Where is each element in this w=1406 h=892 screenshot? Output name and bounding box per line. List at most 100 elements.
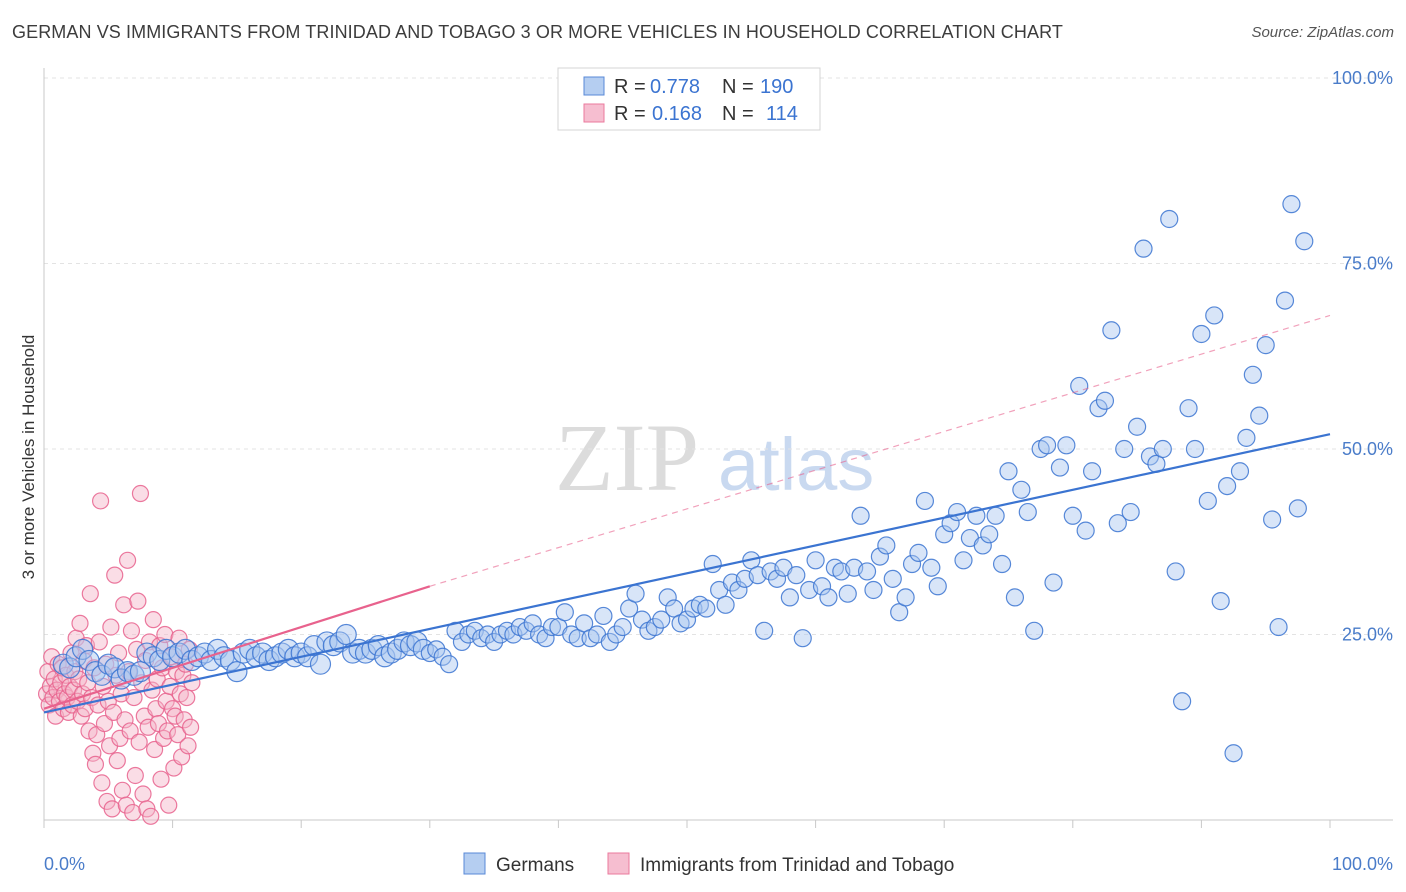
trinidad-point-84 xyxy=(145,740,164,759)
germans-point-131 xyxy=(896,588,915,607)
germans-point-188 xyxy=(1263,510,1282,529)
trinidad-point-100 xyxy=(166,707,184,725)
germans-point-103 xyxy=(716,595,735,614)
bottom-legend-trinidad: Immigrants from Trinidad and Tobago xyxy=(640,855,954,876)
germans-point-147 xyxy=(999,462,1018,481)
germans-trend-line xyxy=(43,433,1331,714)
germans-point-176 xyxy=(1185,439,1205,459)
trinidad-point-75 xyxy=(134,785,152,803)
legend-swatch-trinidad xyxy=(583,103,605,123)
germans-point-151 xyxy=(1025,621,1044,640)
germans-point-135 xyxy=(922,558,941,577)
germans-point-182 xyxy=(1224,744,1243,763)
trinidad-point-81 xyxy=(142,807,160,825)
watermark-atlas: atlas xyxy=(718,423,874,506)
germans-point-0 xyxy=(52,653,74,675)
germans-point-156 xyxy=(1057,436,1076,455)
x-tick-label-min: 0.0% xyxy=(44,854,85,874)
germans-point-153 xyxy=(1037,436,1057,455)
trinidad-point-21 xyxy=(64,681,83,699)
germans-point-100 xyxy=(697,599,716,618)
trinidad-point-95 xyxy=(160,796,178,814)
germans-point-174 xyxy=(1173,692,1192,711)
bottom-legend-germans: Germans xyxy=(496,855,574,876)
bottom-legend-swatch-trinidad xyxy=(607,852,630,875)
germans-point-3 xyxy=(71,638,94,660)
trinidad-point-110 xyxy=(179,737,197,755)
chart-title: GERMAN VS IMMIGRANTS FROM TRINIDAD AND T… xyxy=(12,22,1063,42)
trinidad-point-73 xyxy=(131,484,150,503)
germans-point-115 xyxy=(793,629,812,648)
germans-point-87 xyxy=(613,617,632,637)
trinidad-point-53 xyxy=(106,566,124,584)
germans-point-148 xyxy=(1005,588,1025,607)
germans-point-177 xyxy=(1192,324,1211,344)
germans-point-118 xyxy=(812,577,832,596)
germans-point-114 xyxy=(787,566,806,585)
germans-point-11 xyxy=(123,664,145,686)
correlation-legend: R = 0.778 N = 190 R = 0.168 N = 114 xyxy=(557,67,821,131)
germans-point-113 xyxy=(780,588,799,607)
trend-lines xyxy=(43,314,1331,714)
germans-point-94 xyxy=(658,588,677,607)
legend-r-label-1: R = xyxy=(614,76,646,98)
germans-point-58 xyxy=(427,640,446,659)
watermark-zip: ZIP xyxy=(555,404,699,511)
germans-point-132 xyxy=(902,554,922,574)
germans-point-181 xyxy=(1218,477,1237,496)
trinidad-point-94 xyxy=(158,722,177,740)
series-germans-points xyxy=(52,195,1314,763)
trinidad-point-55 xyxy=(108,752,126,770)
trinidad-point-36 xyxy=(84,744,102,762)
germans-point-149 xyxy=(1012,480,1031,499)
trinidad-point-43 xyxy=(93,774,111,792)
trinidad-point-112 xyxy=(182,718,200,736)
germans-point-119 xyxy=(819,588,838,607)
germans-point-54 xyxy=(399,635,422,657)
germans-point-143 xyxy=(973,536,992,555)
germans-point-171 xyxy=(1153,439,1172,459)
germans-point-160 xyxy=(1082,462,1102,481)
trinidad-point-59 xyxy=(113,781,132,799)
germans-point-44 xyxy=(335,623,357,646)
trinidad-point-72 xyxy=(130,733,148,751)
germans-point-128 xyxy=(877,536,896,555)
germans-point-162 xyxy=(1095,391,1115,410)
y-tick-label-2: 75.0% xyxy=(1342,254,1393,274)
germans-point-62 xyxy=(452,632,472,652)
germans-point-75 xyxy=(536,629,555,648)
germans-point-146 xyxy=(992,554,1012,574)
germans-point-125 xyxy=(857,562,877,581)
legend-r-label-2: R = xyxy=(614,103,646,125)
germans-point-161 xyxy=(1089,399,1108,418)
series-legend: Germans Immigrants from Trinidad and Tob… xyxy=(463,852,954,876)
trinidad-point-34 xyxy=(81,585,99,603)
germans-point-59 xyxy=(433,647,452,666)
germans-point-180 xyxy=(1211,592,1230,611)
germans-point-187 xyxy=(1256,336,1275,355)
germans-point-139 xyxy=(947,502,967,522)
germans-point-20 xyxy=(181,649,203,672)
y-tick-labels: 25.0% 50.0% 75.0% 100.0% xyxy=(1332,68,1393,645)
germans-point-185 xyxy=(1243,365,1262,384)
trinidad-point-89 xyxy=(152,770,170,788)
legend-r-value-2: 0.168 xyxy=(652,103,702,125)
legend-n-value-1: 190 xyxy=(760,76,793,98)
germans-point-111 xyxy=(767,569,787,588)
germans-point-76 xyxy=(542,617,562,637)
germans-point-84 xyxy=(594,606,613,626)
germans-point-122 xyxy=(838,584,857,603)
germans-point-127 xyxy=(870,547,890,566)
germans-point-78 xyxy=(555,603,574,622)
trinidad-trend-line xyxy=(43,585,431,710)
germans-point-175 xyxy=(1179,399,1198,418)
germans-point-158 xyxy=(1070,376,1089,396)
germans-point-8 xyxy=(104,657,126,679)
germans-point-157 xyxy=(1063,506,1082,525)
x-tick-label-max: 100.0% xyxy=(1332,854,1393,874)
germans-point-67 xyxy=(485,632,504,652)
germans-point-155 xyxy=(1050,458,1070,477)
germans-point-164 xyxy=(1108,514,1127,533)
trinidad-point-41 xyxy=(90,633,108,651)
source-label: Source: ZipAtlas.com xyxy=(1251,24,1394,41)
